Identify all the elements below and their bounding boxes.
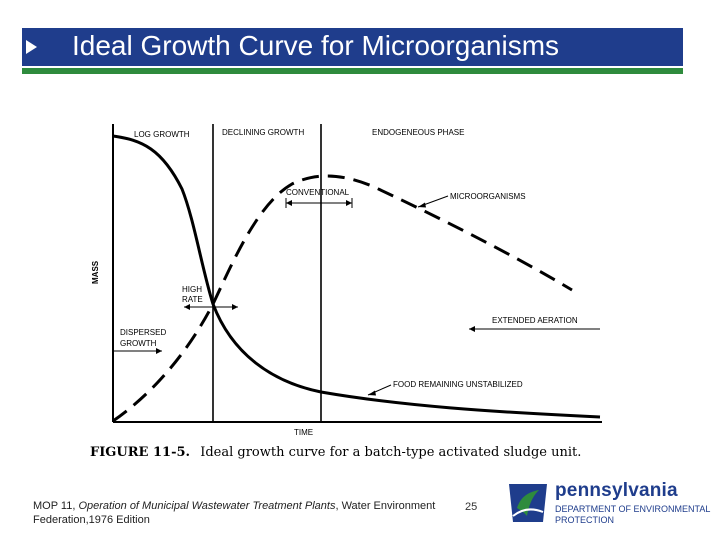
slide-title: Ideal Growth Curve for Microorganisms	[72, 30, 560, 61]
phase-label-log-growth: LOG GROWTH	[134, 130, 190, 139]
label-food-remaining: FOOD REMAINING UNSTABILIZED	[393, 380, 523, 389]
keystone-icon	[509, 484, 547, 522]
figure-caption-number: FIGURE 11-5.	[90, 445, 190, 460]
logo-dept-line1: DEPARTMENT OF ENVIRONMENTAL	[555, 504, 711, 514]
citation-suffix: , Water Environment Federation,1976 Edit…	[33, 500, 436, 526]
logo-dept-line2: PROTECTION	[555, 515, 615, 525]
phase-label-declining-growth: DECLINING GROWTH	[222, 128, 304, 137]
x-axis-label: TIME	[294, 428, 313, 437]
page-number: 25	[465, 501, 478, 513]
conventional-arrowhead-left	[286, 200, 292, 206]
logo-department: DEPARTMENT OF ENVIRONMENTAL PROTECTION	[555, 504, 710, 526]
citation-title: Operation of Municipal Wastewater Treatm…	[78, 500, 336, 512]
label-microorganisms: MICROORGANISMS	[450, 192, 526, 201]
logo-wordmark: pennsylvania	[555, 480, 678, 501]
conventional-arrowhead-right	[346, 200, 352, 206]
label-rate: RATE	[182, 295, 203, 304]
pa-dep-logo: pennsylvania DEPARTMENT OF ENVIRONMENTAL…	[503, 478, 713, 528]
growth-curve-figure: LOG GROWTH DECLINING GROWTH ENDOGENEOUS …	[90, 124, 602, 460]
phase-label-endogeneous: ENDOGENEOUS PHASE	[372, 128, 464, 137]
label-conventional: CONVENTIONAL	[286, 188, 350, 197]
y-axis-label: MASS	[91, 260, 100, 284]
food-remaining-curve	[112, 134, 601, 419]
citation-prefix: MOP 11,	[33, 500, 79, 512]
label-dispersed: DISPERSED	[120, 328, 166, 337]
title-underline	[22, 68, 683, 74]
title-bar: Ideal Growth Curve for Microorganisms	[22, 28, 683, 66]
microorganisms-curve	[112, 174, 573, 423]
figure-caption: FIGURE 11-5. Ideal growth curve for a ba…	[90, 445, 581, 460]
source-citation: MOP 11, Operation of Municipal Wastewate…	[33, 499, 453, 527]
bullet-arrow-icon	[26, 40, 37, 54]
figure-caption-text: Ideal growth curve for a batch-type acti…	[200, 445, 581, 460]
label-high: HIGH	[182, 285, 202, 294]
label-extended-aeration: EXTENDED AERATION	[492, 316, 578, 325]
label-growth: GROWTH	[120, 339, 157, 348]
